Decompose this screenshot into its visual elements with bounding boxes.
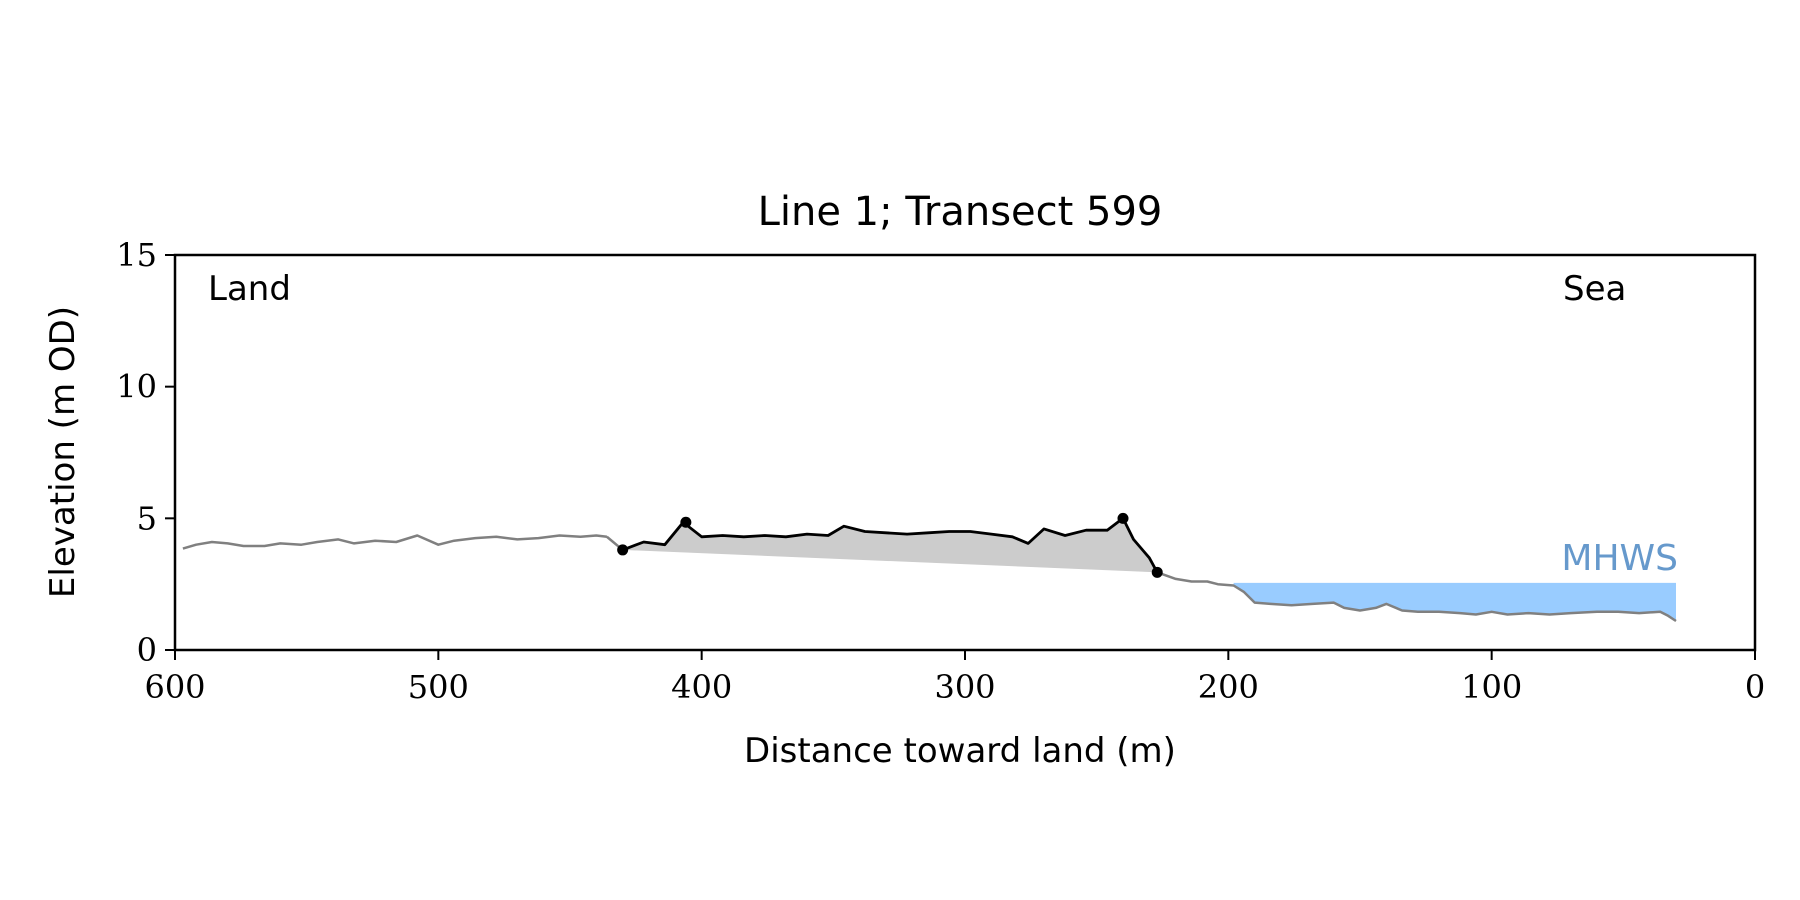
y-tick-label: 0 [137,631,157,669]
x-tick-label: 0 [1745,668,1765,706]
x-tick-label: 100 [1461,668,1522,706]
chart-title: Line 1; Transect 599 [758,189,1163,235]
land-label: Land [208,269,291,309]
mhws-water-fill [1233,582,1676,621]
y-tick-label: 5 [137,499,157,537]
x-tick-label: 600 [144,668,205,706]
dune-profile-line [622,516,1159,573]
x-tick-label: 300 [934,668,995,706]
dune-marker [1151,566,1163,578]
landward-profile-line [182,534,608,550]
x-axis-label: Distance toward land (m) [744,731,1176,771]
sea-label: Sea [1563,269,1626,309]
x-tick-label: 500 [408,668,469,706]
y-tick-label: 10 [116,368,157,406]
x-tick-label: 200 [1198,668,1259,706]
y-axis-label: Elevation (m OD) [43,306,83,598]
dune-marker [680,516,692,528]
seaward-profile-line [1156,571,1677,623]
mhws-label: MHWS [1561,538,1678,579]
dune-volume-fill [622,518,1158,573]
x-tick-label: 400 [671,668,732,706]
plot-area [182,512,1677,623]
dune-marker [617,544,629,556]
y-tick-label: 15 [116,236,157,274]
y-axis: 0 5 10 15 [116,236,175,669]
x-axis: 600 500 400 300 200 100 0 [144,650,1765,706]
dune-marker [1117,512,1129,524]
